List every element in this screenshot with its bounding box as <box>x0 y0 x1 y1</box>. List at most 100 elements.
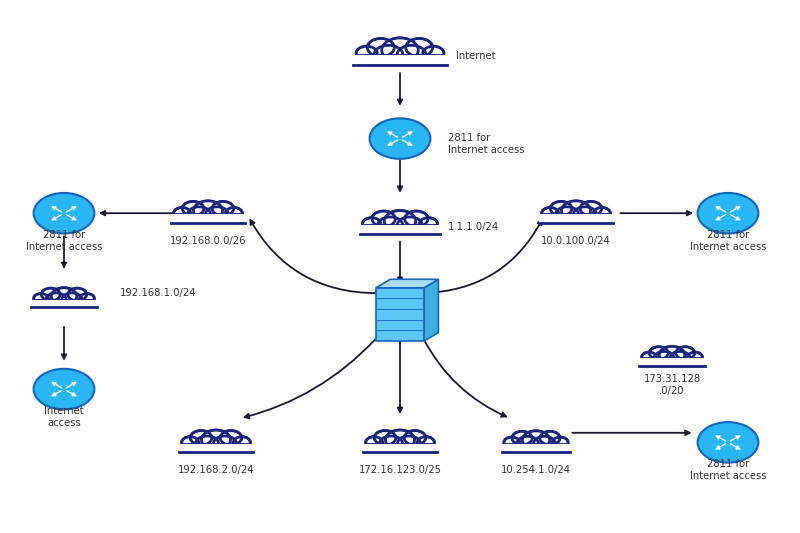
Polygon shape <box>502 443 570 451</box>
Circle shape <box>374 431 396 445</box>
Circle shape <box>206 208 227 221</box>
Circle shape <box>523 432 549 448</box>
Circle shape <box>47 294 65 305</box>
Polygon shape <box>171 214 245 223</box>
Circle shape <box>187 207 210 222</box>
Circle shape <box>418 438 433 447</box>
Circle shape <box>220 431 242 445</box>
Circle shape <box>397 45 426 64</box>
Polygon shape <box>376 279 438 288</box>
Circle shape <box>504 437 520 448</box>
Circle shape <box>226 207 242 219</box>
Circle shape <box>541 432 558 444</box>
Text: 1.1.1.0/24: 1.1.1.0/24 <box>448 222 499 231</box>
Circle shape <box>517 437 538 451</box>
Circle shape <box>534 437 555 451</box>
Circle shape <box>212 201 234 216</box>
Circle shape <box>378 217 402 233</box>
Circle shape <box>562 202 590 220</box>
Circle shape <box>34 193 94 233</box>
Polygon shape <box>424 279 438 341</box>
Circle shape <box>398 46 425 63</box>
Circle shape <box>406 432 424 444</box>
Circle shape <box>698 193 758 233</box>
Circle shape <box>35 294 47 303</box>
Circle shape <box>174 207 190 219</box>
Text: 2811 for
Internet access: 2811 for Internet access <box>690 459 766 481</box>
Circle shape <box>398 436 421 451</box>
Circle shape <box>374 212 394 226</box>
Circle shape <box>580 201 602 216</box>
Circle shape <box>550 201 572 216</box>
Circle shape <box>398 218 421 233</box>
Polygon shape <box>353 55 447 66</box>
Polygon shape <box>31 300 97 307</box>
Circle shape <box>655 352 673 364</box>
Circle shape <box>62 293 82 306</box>
Circle shape <box>358 47 376 60</box>
Circle shape <box>364 219 379 229</box>
Circle shape <box>398 217 422 233</box>
Text: 2811 for
Internet access: 2811 for Internet access <box>26 230 102 252</box>
Circle shape <box>381 437 402 450</box>
Circle shape <box>670 352 690 365</box>
Circle shape <box>419 218 438 230</box>
Text: 192.168.1.0/24: 192.168.1.0/24 <box>120 288 197 298</box>
Circle shape <box>554 438 566 447</box>
Polygon shape <box>639 358 705 366</box>
Circle shape <box>418 437 434 448</box>
Circle shape <box>594 208 609 218</box>
Circle shape <box>375 46 402 63</box>
Polygon shape <box>539 214 613 223</box>
Polygon shape <box>362 224 438 225</box>
Circle shape <box>202 430 230 449</box>
Circle shape <box>514 432 531 444</box>
Circle shape <box>689 353 701 361</box>
Circle shape <box>369 39 393 55</box>
Text: 192.168.2.0/24: 192.168.2.0/24 <box>178 465 254 475</box>
Polygon shape <box>366 442 434 443</box>
Circle shape <box>406 212 426 226</box>
Polygon shape <box>174 213 242 214</box>
Circle shape <box>698 422 758 463</box>
Circle shape <box>379 436 402 451</box>
Circle shape <box>69 289 86 300</box>
Circle shape <box>182 201 204 216</box>
Circle shape <box>367 438 382 447</box>
Circle shape <box>522 431 550 449</box>
Circle shape <box>676 347 694 359</box>
Circle shape <box>594 207 610 219</box>
Circle shape <box>175 208 190 218</box>
Circle shape <box>562 201 590 220</box>
Circle shape <box>190 431 212 445</box>
Circle shape <box>661 347 683 362</box>
Circle shape <box>552 203 570 215</box>
Polygon shape <box>642 357 702 358</box>
Circle shape <box>422 46 444 60</box>
Circle shape <box>182 437 198 448</box>
Circle shape <box>42 289 59 300</box>
Circle shape <box>183 438 198 447</box>
Circle shape <box>356 46 378 60</box>
Circle shape <box>407 39 431 55</box>
Circle shape <box>366 437 382 448</box>
Circle shape <box>659 346 685 364</box>
Circle shape <box>206 207 229 222</box>
Text: 192.168.0.0/26: 192.168.0.0/26 <box>170 236 246 246</box>
Circle shape <box>372 211 395 227</box>
Circle shape <box>81 294 93 303</box>
Circle shape <box>643 353 655 361</box>
Text: 10.0.100.0/24: 10.0.100.0/24 <box>541 236 611 246</box>
Polygon shape <box>363 443 437 452</box>
Circle shape <box>374 45 403 64</box>
Polygon shape <box>356 53 444 55</box>
Circle shape <box>543 208 558 218</box>
Circle shape <box>642 352 657 362</box>
Circle shape <box>386 212 414 231</box>
Circle shape <box>379 218 402 233</box>
Circle shape <box>194 202 222 220</box>
Circle shape <box>34 294 49 303</box>
Circle shape <box>194 201 222 220</box>
Circle shape <box>184 203 202 215</box>
Circle shape <box>370 118 430 159</box>
